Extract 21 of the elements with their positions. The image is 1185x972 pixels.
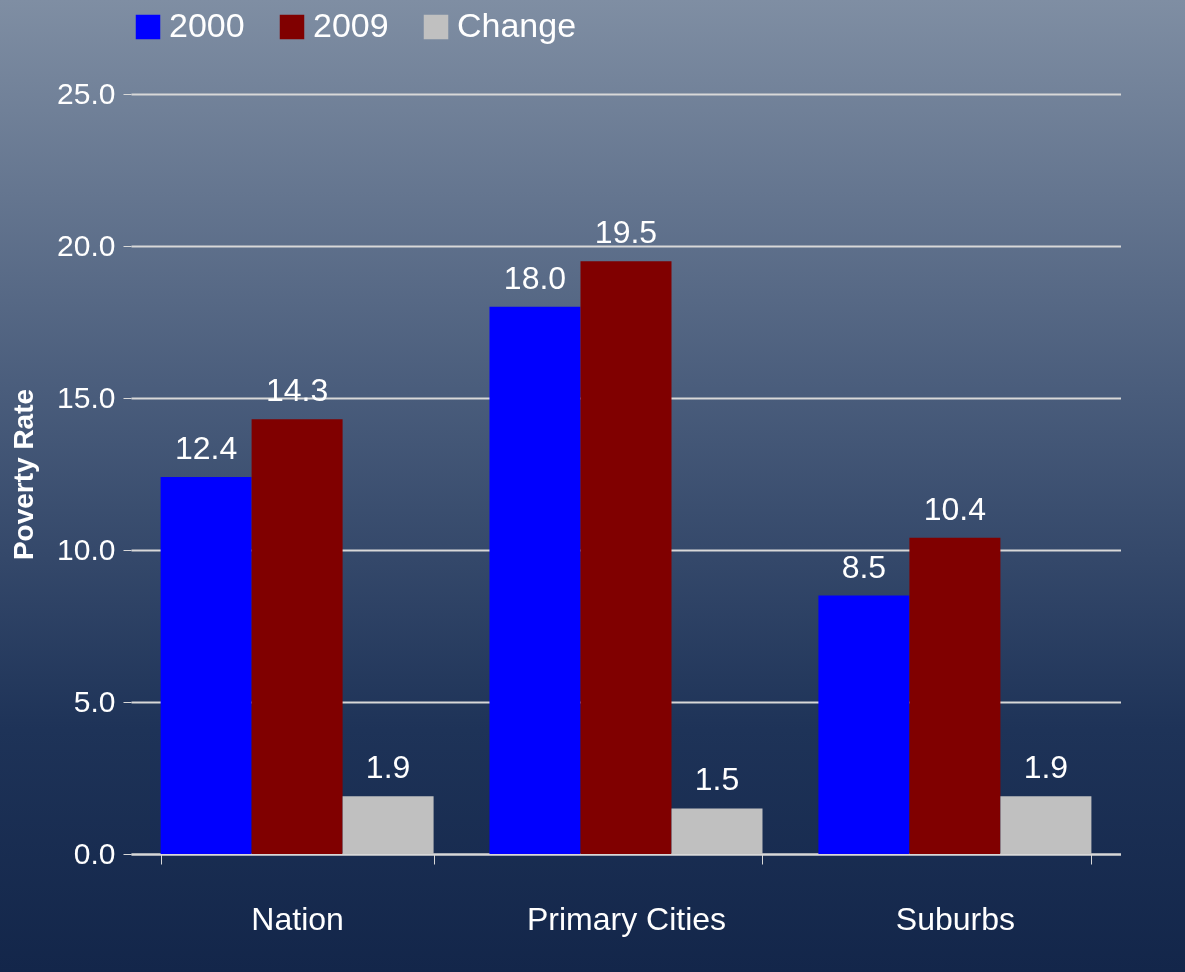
- data-label: 19.5: [594, 214, 658, 251]
- x-tick-label: Primary Cities: [526, 900, 727, 937]
- legend-label: Change: [457, 6, 577, 44]
- y-tick-label: 10.0: [57, 532, 116, 566]
- x-tick-label: Suburbs: [895, 900, 1015, 937]
- data-label: 12.4: [174, 430, 238, 467]
- data-label: 8.5: [841, 548, 887, 585]
- y-tick-label: 15.0: [57, 380, 116, 414]
- y-tick-label: 20.0: [57, 228, 116, 262]
- data-label: 1.9: [1023, 749, 1069, 786]
- legend-label: 2000: [169, 6, 245, 44]
- y-tick-label: 0.0: [73, 836, 116, 870]
- legend-label: 2009: [313, 6, 389, 44]
- y-tick-label: 25.0: [57, 76, 116, 110]
- data-label: 1.9: [365, 749, 411, 786]
- data-label: 1.5: [694, 761, 740, 798]
- y-tick-label: 5.0: [73, 684, 116, 718]
- data-label: 18.0: [503, 259, 567, 296]
- x-tick-label: Nation: [251, 900, 344, 937]
- y-axis-title: Poverty Rate: [8, 388, 40, 561]
- data-label: 10.4: [923, 490, 987, 527]
